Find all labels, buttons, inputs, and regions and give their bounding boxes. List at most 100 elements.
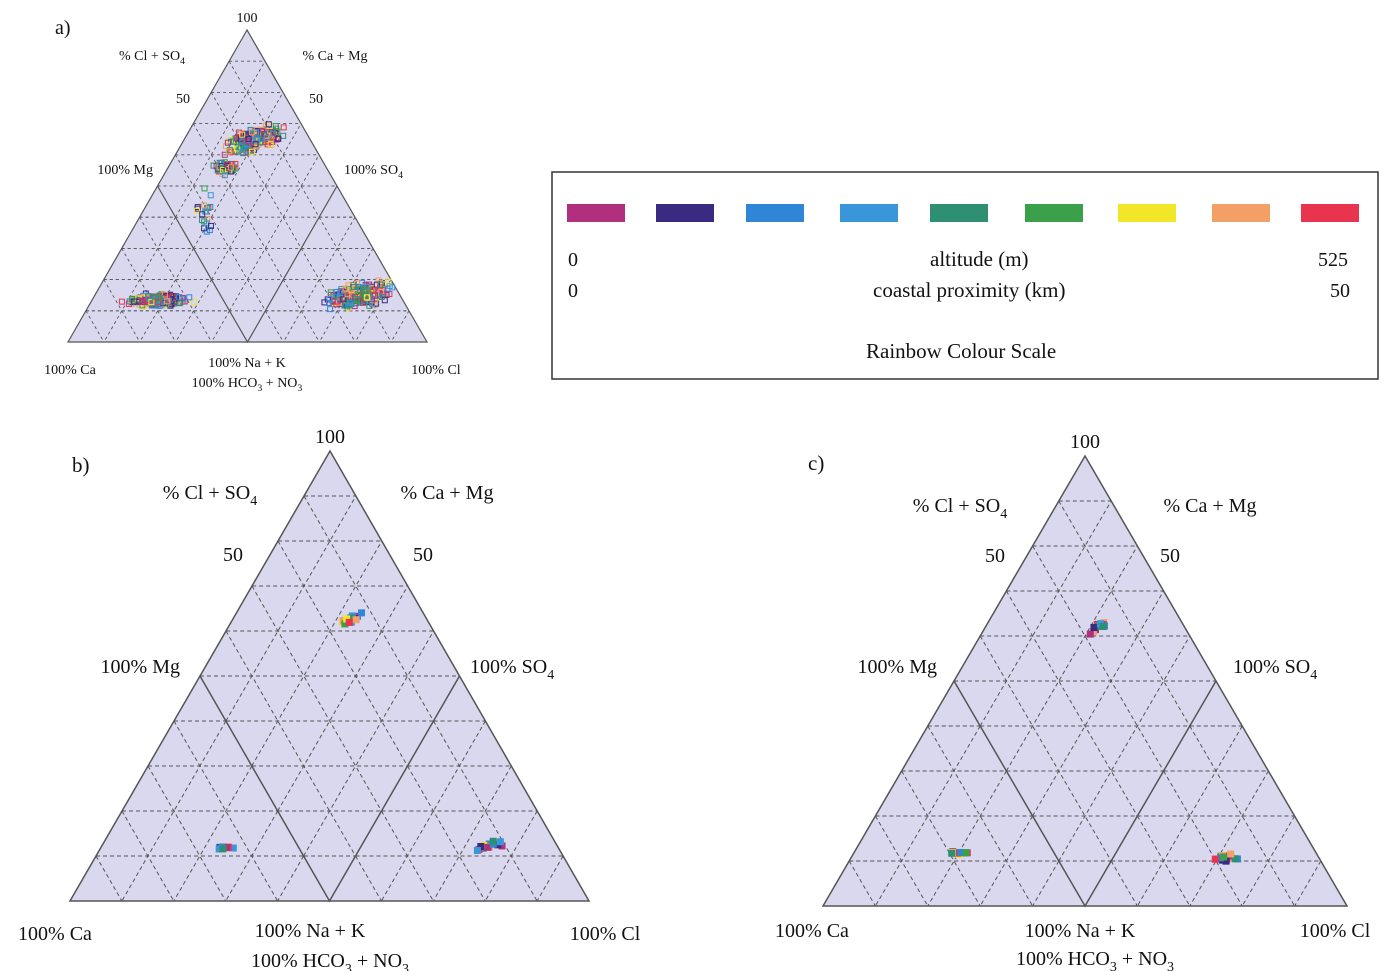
sample-point (186, 294, 193, 301)
piper-diagram-c: c) 100 % Cl + SO4 % Ca + Mg 50 50 100% Mg 100%… (775, 431, 1371, 971)
nak-label: 100% Na + K (208, 356, 286, 371)
sample-point (369, 300, 376, 307)
sample-point (162, 291, 169, 298)
grid-line (282, 279, 320, 343)
sample-point (232, 161, 239, 168)
grid-line (979, 500, 1112, 727)
sample-point (210, 162, 217, 169)
sample-point (1220, 853, 1228, 861)
grid-line (848, 860, 876, 907)
sample-point (389, 284, 396, 291)
sample-point (164, 298, 171, 305)
sample-point (948, 849, 956, 857)
sample-point (206, 227, 213, 234)
sample-point (381, 297, 388, 304)
grid-line (175, 154, 266, 312)
grid-line (1032, 590, 1165, 817)
sample-point (359, 299, 366, 306)
sample-point (275, 135, 282, 142)
sample-point (1086, 630, 1094, 638)
sample-points (948, 619, 1241, 865)
nak-label: 100% Na + K (1025, 920, 1136, 942)
grid-line (901, 770, 981, 907)
sample-point (230, 138, 237, 145)
sample-point (229, 844, 237, 852)
inner-divider (953, 680, 1217, 908)
sample-point (215, 845, 223, 853)
sample-point (155, 295, 162, 302)
ca-corner-label: 100% Ca (775, 920, 849, 942)
grid-line (303, 495, 434, 722)
left-mid-label: 50 (985, 545, 1005, 567)
sample-point (352, 616, 360, 624)
sample-point (163, 298, 170, 305)
sample-point (177, 299, 184, 306)
sample-point (280, 132, 287, 139)
sample-point (347, 299, 354, 306)
sample-point (1222, 857, 1230, 865)
grid-line (277, 585, 409, 812)
sample-point (193, 207, 200, 214)
sample-point (265, 121, 272, 128)
grid-line (225, 495, 357, 722)
grid-line (927, 770, 1007, 907)
sample-point (361, 286, 368, 293)
grid-line (251, 540, 383, 767)
sample-point (377, 281, 384, 288)
so4-corner-label: 100% SO4 (344, 163, 403, 181)
right-axis-label: % Ca + Mg (302, 49, 367, 64)
sample-point (238, 149, 245, 156)
legend-swatch (1212, 204, 1270, 222)
sample-point (151, 293, 158, 300)
left-axis-label: % Cl + SO4 (119, 49, 185, 67)
right-mid-label: 50 (413, 544, 433, 566)
sample-point (327, 289, 334, 296)
grid-line (103, 279, 141, 343)
sample-point (221, 151, 228, 158)
sample-point (363, 294, 370, 301)
sample-point (201, 218, 208, 225)
legend-swatch (567, 204, 625, 222)
sample-point (358, 609, 366, 617)
sample-point (254, 136, 261, 143)
panel-label-b: b) (72, 453, 90, 477)
sample-point (333, 288, 340, 295)
legend-swatch (746, 204, 804, 222)
legend-swatch (656, 204, 714, 222)
sample-point (326, 300, 333, 307)
legend-title: Rainbow Colour Scale (866, 339, 1056, 363)
grid-line (95, 855, 123, 902)
sample-point (1227, 850, 1235, 858)
mg-corner-label: 100% Mg (97, 163, 153, 178)
rainbow-colour-legend: 0 altitude (m) 525 0 coastal proximity (… (551, 171, 1379, 380)
grid-line (192, 123, 284, 280)
sample-point (248, 129, 255, 136)
sample-point (234, 135, 241, 142)
sample-point (957, 848, 965, 856)
sample-point (191, 299, 198, 306)
grid-line (432, 765, 512, 902)
sample-point (245, 135, 252, 142)
legend-swatch (930, 204, 988, 222)
sample-point (473, 847, 481, 855)
panel-label-c: c) (808, 451, 824, 475)
sample-point (233, 145, 240, 152)
sample-point (254, 135, 261, 142)
grid-line (277, 855, 305, 902)
hco3-no3-label: 100% HCO3 + NO3 (1016, 948, 1174, 971)
grid-line (210, 92, 302, 249)
legend-swatch (1301, 204, 1359, 222)
mg-corner-label: 100% Mg (858, 656, 937, 678)
sample-point (496, 838, 504, 846)
sample-point (342, 285, 349, 292)
sample-point (362, 293, 369, 300)
sample-point (217, 159, 224, 166)
altitude-min: 0 (568, 249, 578, 271)
sample-point (227, 164, 234, 171)
apex-label: 100 (237, 11, 258, 26)
sample-point (340, 296, 347, 303)
sample-point (227, 138, 234, 145)
ca-corner-label: 100% Ca (18, 923, 92, 945)
coastal-label: coastal proximity (km) (873, 278, 1065, 302)
sample-point (239, 131, 246, 138)
